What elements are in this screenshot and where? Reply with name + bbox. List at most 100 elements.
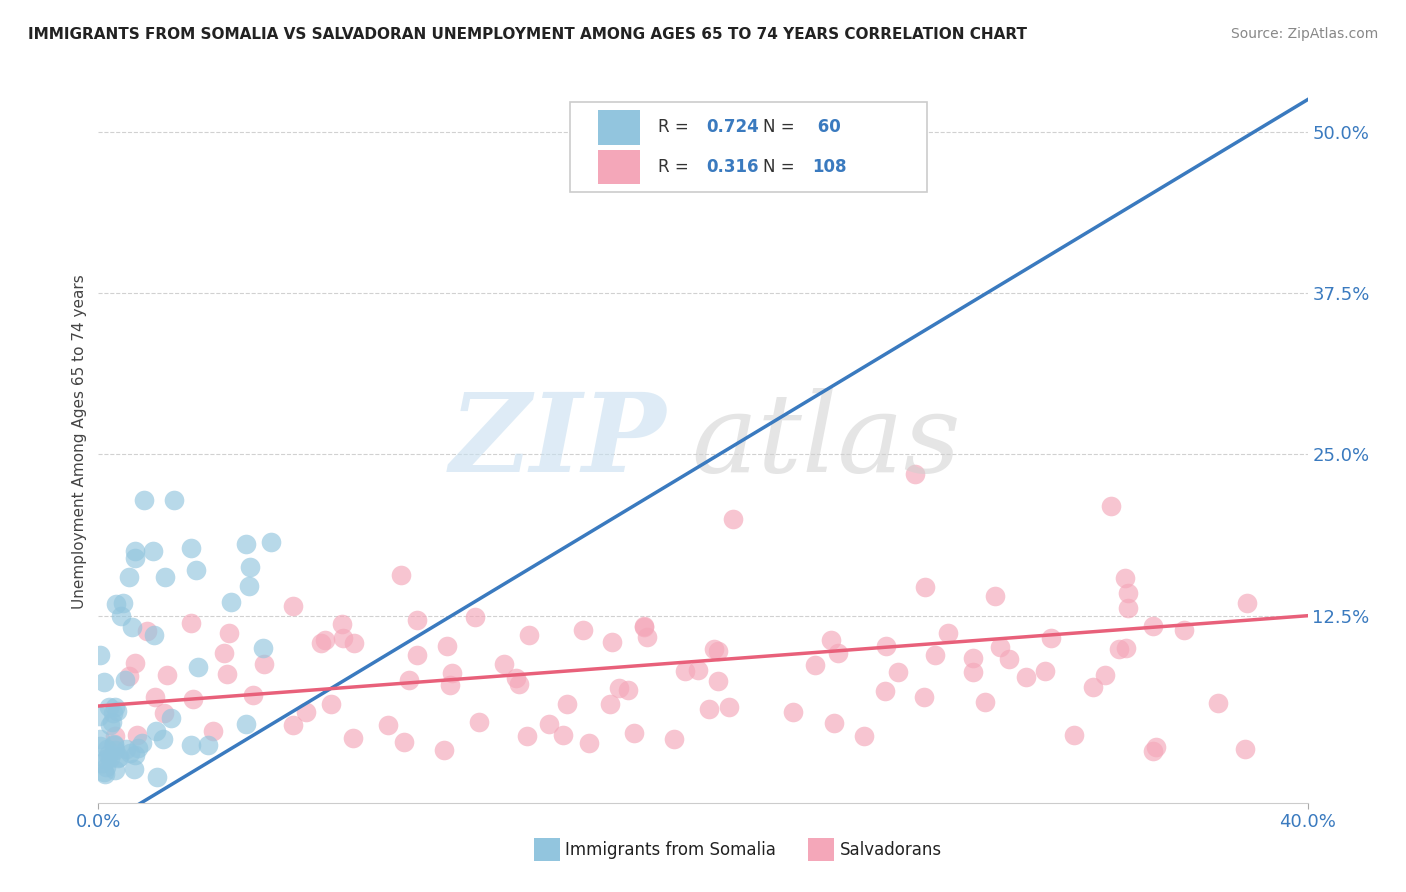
Point bbox=[875, 684, 897, 698]
Point bbox=[111, 596, 134, 610]
Point bbox=[887, 665, 910, 680]
Point bbox=[1206, 697, 1229, 711]
Point bbox=[132, 492, 155, 507]
FancyBboxPatch shape bbox=[569, 102, 927, 193]
Point bbox=[314, 633, 336, 648]
Point bbox=[142, 544, 165, 558]
Point bbox=[914, 580, 936, 594]
Point bbox=[94, 767, 117, 781]
Point bbox=[101, 706, 124, 721]
Point bbox=[617, 683, 640, 698]
Point bbox=[108, 749, 131, 764]
Point bbox=[235, 537, 257, 551]
Point bbox=[103, 738, 125, 752]
Text: ZIP: ZIP bbox=[450, 388, 666, 495]
Point bbox=[686, 663, 709, 677]
Text: 108: 108 bbox=[811, 158, 846, 176]
Bar bbox=[598, 150, 640, 185]
Point bbox=[1173, 624, 1195, 638]
Point bbox=[142, 628, 165, 642]
Point bbox=[517, 628, 540, 642]
Point bbox=[98, 718, 121, 732]
Point bbox=[90, 756, 112, 771]
Point bbox=[107, 751, 129, 765]
Point bbox=[703, 641, 725, 656]
Point bbox=[104, 742, 127, 756]
Point bbox=[1115, 640, 1137, 655]
Point bbox=[96, 751, 118, 765]
Point bbox=[924, 648, 946, 662]
Point bbox=[104, 763, 127, 777]
Point bbox=[1142, 619, 1164, 633]
Point bbox=[962, 651, 984, 665]
Point bbox=[202, 723, 225, 738]
Point bbox=[155, 668, 177, 682]
Point bbox=[153, 570, 176, 584]
Point bbox=[180, 615, 202, 630]
Point bbox=[127, 741, 149, 756]
Point bbox=[180, 541, 202, 556]
Point bbox=[492, 657, 515, 671]
Point bbox=[252, 641, 274, 656]
Point bbox=[406, 613, 429, 627]
Point bbox=[823, 716, 845, 731]
Point bbox=[124, 656, 146, 670]
Point bbox=[706, 644, 728, 658]
Text: 0.316: 0.316 bbox=[707, 158, 759, 176]
Point bbox=[89, 739, 111, 753]
Point bbox=[662, 731, 685, 746]
Point bbox=[988, 640, 1011, 654]
Point bbox=[636, 630, 658, 644]
Point bbox=[820, 632, 842, 647]
Text: R =: R = bbox=[658, 158, 695, 176]
Point bbox=[145, 770, 167, 784]
Point bbox=[110, 609, 132, 624]
Point bbox=[697, 701, 720, 715]
Point bbox=[98, 700, 121, 714]
Point bbox=[135, 624, 157, 638]
Point bbox=[94, 760, 117, 774]
Text: R =: R = bbox=[658, 119, 695, 136]
Point bbox=[1015, 670, 1038, 684]
Point bbox=[973, 695, 995, 709]
Point bbox=[1236, 596, 1258, 610]
Point bbox=[904, 467, 927, 481]
Point bbox=[468, 714, 491, 729]
Point bbox=[295, 705, 318, 719]
Point bbox=[377, 718, 399, 732]
Text: 60: 60 bbox=[811, 119, 841, 136]
Point bbox=[508, 677, 530, 691]
Point bbox=[104, 700, 127, 714]
Point bbox=[93, 764, 115, 779]
Point bbox=[962, 665, 984, 679]
Text: N =: N = bbox=[763, 158, 800, 176]
Point bbox=[98, 751, 121, 765]
Point bbox=[124, 544, 146, 558]
Bar bbox=[598, 110, 640, 145]
Point bbox=[984, 589, 1007, 603]
Text: N =: N = bbox=[763, 119, 800, 136]
Point bbox=[1099, 499, 1122, 513]
Point bbox=[163, 492, 186, 507]
Point bbox=[516, 729, 538, 743]
Point bbox=[105, 705, 128, 719]
Point bbox=[259, 534, 281, 549]
Point bbox=[602, 634, 624, 648]
Point bbox=[853, 729, 876, 743]
Point bbox=[114, 673, 136, 687]
Point bbox=[319, 698, 342, 712]
Point bbox=[332, 631, 354, 645]
Point bbox=[125, 727, 148, 741]
Point bbox=[1108, 642, 1130, 657]
Point bbox=[1063, 728, 1085, 742]
Point bbox=[89, 731, 111, 746]
Point bbox=[152, 731, 174, 746]
Point bbox=[464, 610, 486, 624]
Point bbox=[181, 692, 204, 706]
Point bbox=[197, 739, 219, 753]
Point bbox=[436, 639, 458, 653]
Text: Immigrants from Somalia: Immigrants from Somalia bbox=[565, 840, 776, 859]
Point bbox=[440, 665, 463, 680]
Point bbox=[105, 597, 128, 611]
Point bbox=[439, 678, 461, 692]
